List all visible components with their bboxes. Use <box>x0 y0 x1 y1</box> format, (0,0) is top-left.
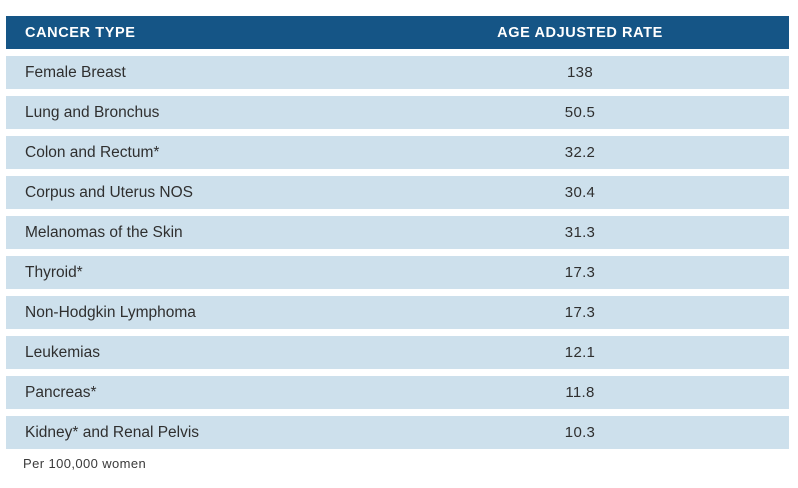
table-row: Thyroid* 17.3 <box>6 256 789 289</box>
table-row: Non-Hodgkin Lymphoma 17.3 <box>6 296 789 329</box>
rate-cell: 11.8 <box>565 384 595 401</box>
rate-cell: 32.2 <box>564 144 596 161</box>
cancer-type-cell: Melanomas of the Skin <box>25 223 183 241</box>
cancer-type-cell: Lung and Bronchus <box>25 103 160 121</box>
rate-cell: 31.3 <box>564 224 596 241</box>
cancer-type-cell: Thyroid* <box>25 263 83 281</box>
rate-cell: 17.3 <box>564 264 596 281</box>
rate-cell: 30.4 <box>564 184 596 201</box>
table-header-row: CANCER TYPE AGE ADJUSTED RATE <box>6 16 789 49</box>
cancer-type-cell: Corpus and Uterus NOS <box>25 183 193 201</box>
rate-cell: 50.5 <box>564 104 596 121</box>
table-row: Female Breast 138 <box>6 56 789 89</box>
cancer-type-cell: Leukemias <box>25 343 100 361</box>
rate-cell: 17.3 <box>564 304 596 321</box>
rate-cell: 12.1 <box>564 344 596 361</box>
table-row: Corpus and Uterus NOS 30.4 <box>6 176 789 209</box>
column-header-cancer-type: CANCER TYPE <box>25 24 136 41</box>
table-row: Pancreas* 11.8 <box>6 376 789 409</box>
cancer-rate-table: CANCER TYPE AGE ADJUSTED RATE Female Bre… <box>6 16 789 471</box>
cancer-type-cell: Non-Hodgkin Lymphoma <box>25 303 196 321</box>
rate-cell: 138 <box>567 64 593 81</box>
cancer-type-cell: Pancreas* <box>25 383 97 401</box>
cancer-type-cell: Kidney* and Renal Pelvis <box>25 423 200 441</box>
cancer-type-cell: Female Breast <box>25 63 126 81</box>
table-row: Melanomas of the Skin 31.3 <box>6 216 789 249</box>
table-row: Lung and Bronchus 50.5 <box>6 96 789 129</box>
table-body: Female Breast 138 Lung and Bronchus 50.5… <box>6 56 789 449</box>
table-row: Colon and Rectum* 32.2 <box>6 136 789 169</box>
cancer-type-cell: Colon and Rectum* <box>25 143 160 161</box>
table-footnote: Per 100,000 women <box>23 456 147 471</box>
rate-cell: 10.3 <box>564 424 596 441</box>
table-row: Kidney* and Renal Pelvis 10.3 <box>6 416 789 449</box>
table-row: Leukemias 12.1 <box>6 336 789 369</box>
column-header-age-adjusted-rate: AGE ADJUSTED RATE <box>497 24 663 41</box>
